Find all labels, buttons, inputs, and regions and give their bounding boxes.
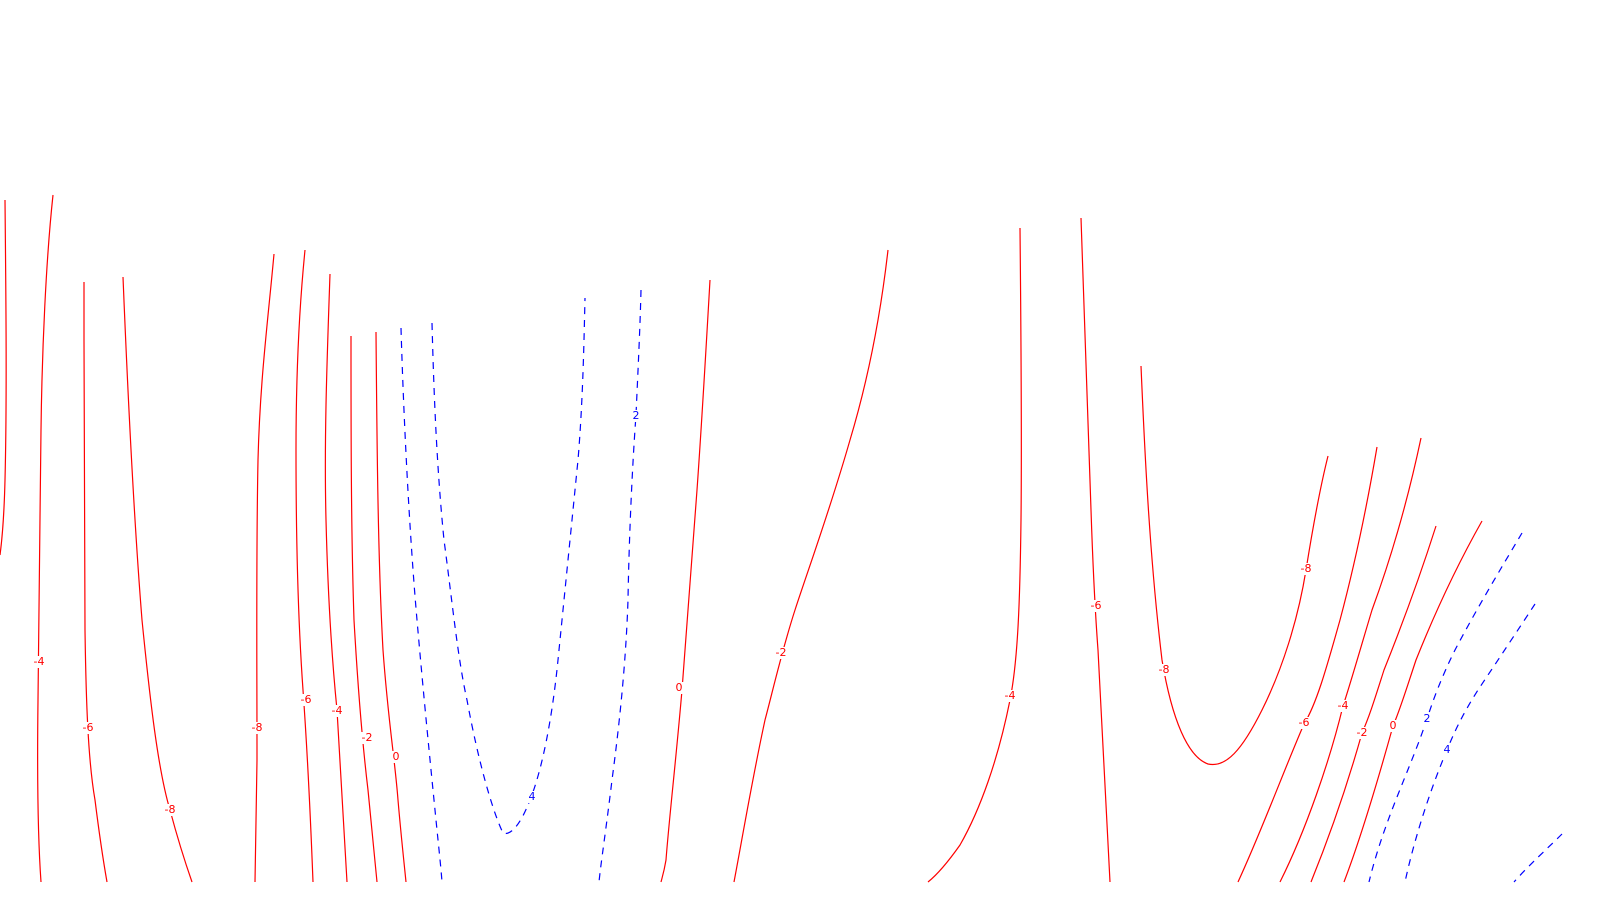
contour-label-bg <box>525 791 539 803</box>
contour-label-bg <box>330 705 344 717</box>
contour-label-bg <box>389 751 403 763</box>
contour-label-c16: -8 <box>1301 562 1312 575</box>
contour-line-c10 <box>598 289 642 883</box>
contour-label-bg <box>250 722 264 734</box>
contour-label-bg <box>1440 744 1454 756</box>
contour-label-c17: -6 <box>1299 716 1310 729</box>
contour-line-c22 <box>1404 603 1536 883</box>
contour-label-c09: 4 <box>529 790 536 803</box>
contour-line-c21 <box>1368 532 1523 883</box>
contour-label-c22: 4 <box>1444 743 1451 756</box>
contour-line-c19 <box>1310 525 1437 883</box>
contour-label-c05: -6 <box>301 693 312 706</box>
contour-label-bg <box>774 647 788 659</box>
contour-line-c13 <box>927 227 1023 883</box>
contour-label-c18: -4 <box>1338 699 1349 712</box>
contour-label-bg <box>299 694 313 706</box>
contour-line-c08 <box>375 331 407 883</box>
contour-label-bg <box>1003 690 1017 702</box>
contour-label-bg <box>1299 563 1313 575</box>
contour-line-c03 <box>122 276 193 883</box>
contour-label-c12: -2 <box>776 646 787 659</box>
contour-label-c03: -8 <box>165 803 176 816</box>
contour-line-c17 <box>1237 446 1378 883</box>
contour-label-bg <box>672 682 686 694</box>
contour-line-c18 <box>1279 437 1422 883</box>
contour-label-c15: -8 <box>1159 663 1170 676</box>
contour-label-bg <box>1386 720 1400 732</box>
contour-line-c06 <box>324 273 348 883</box>
contour-label-c01: -4 <box>34 655 45 668</box>
contour-label-c08: 0 <box>393 750 400 763</box>
contour-label-c06: -4 <box>332 704 343 717</box>
contour-label-c02: -6 <box>83 721 94 734</box>
contour-line-c01 <box>37 194 54 883</box>
contour-label-bg <box>1089 600 1103 612</box>
contour-line-c11 <box>660 279 711 883</box>
contour-line-c04 <box>254 253 275 883</box>
contour-label-c20: 0 <box>1390 719 1397 732</box>
contour-label-bg <box>1297 717 1311 729</box>
contour-label-c11: 0 <box>676 681 683 694</box>
contour-label-bg <box>81 722 95 734</box>
contour-label-bg <box>1336 700 1350 712</box>
contour-label-c21: 2 <box>1424 712 1431 725</box>
contour-label-bg <box>1420 713 1434 725</box>
contour-line-edge <box>0 199 7 556</box>
contour-labels: -4 -6 -8 -8 -6 -4 -2 0 4 2 0 -2 -4 -6 -8 -8 -6 -4 -2 0 2 4 <box>32 409 1454 816</box>
contour-label-bg <box>360 732 374 744</box>
contour-label-c14: -6 <box>1091 599 1102 612</box>
contour-line-c07 <box>350 335 378 883</box>
contour-line-c23 <box>1513 833 1563 883</box>
contour-label-c04: -8 <box>252 721 263 734</box>
contour-line-c02 <box>83 281 108 883</box>
contour-label-bg <box>1355 727 1369 739</box>
contour-line-c05 <box>295 249 314 883</box>
contour-lines <box>0 194 1563 883</box>
contour-label-c10: 2 <box>633 409 640 422</box>
contour-label-bg <box>629 410 643 422</box>
contour-label-c19: -2 <box>1357 726 1368 739</box>
contour-label-c13: -4 <box>1005 689 1016 702</box>
contour-label-bg <box>32 656 46 668</box>
contour-label-c07: -2 <box>362 731 373 744</box>
contour-label-bg <box>163 804 177 816</box>
contour-line-c12 <box>733 249 889 883</box>
contour-label-bg <box>1157 664 1171 676</box>
contour-line-c09 <box>400 297 586 883</box>
contour-line-c20 <box>1343 520 1483 883</box>
contour-line-c14 <box>1080 217 1111 883</box>
